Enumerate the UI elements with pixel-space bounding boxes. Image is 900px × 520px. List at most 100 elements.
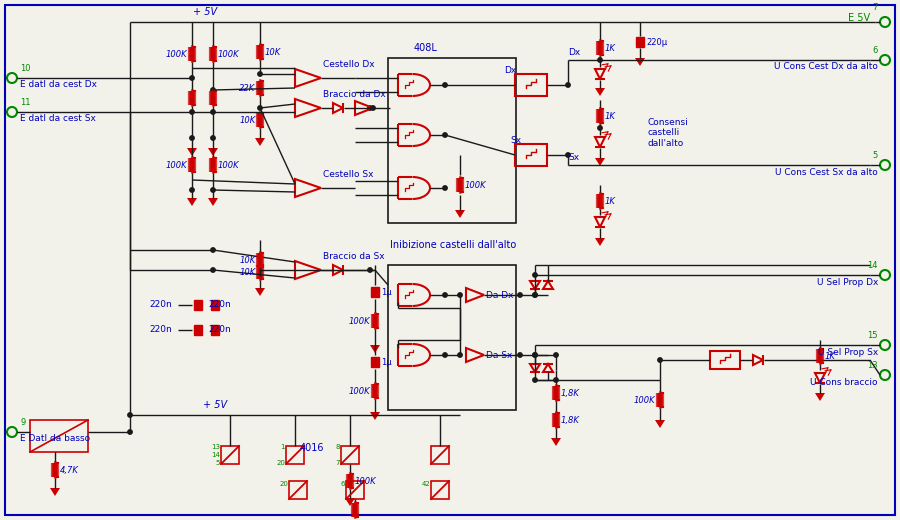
Text: + 5V: + 5V <box>202 400 227 410</box>
Text: 220n: 220n <box>149 300 172 308</box>
Text: Da Dx: Da Dx <box>486 291 514 300</box>
Text: 100K: 100K <box>634 396 655 405</box>
Text: 20: 20 <box>276 460 285 466</box>
Polygon shape <box>551 438 561 446</box>
Text: 1,8K: 1,8K <box>561 388 580 397</box>
Text: 1μ: 1μ <box>381 358 392 367</box>
Text: U Cons Cest Dx da alto: U Cons Cest Dx da alto <box>774 62 878 71</box>
Text: Dx: Dx <box>504 66 516 75</box>
Circle shape <box>518 293 522 297</box>
Circle shape <box>458 353 463 357</box>
Text: 220n: 220n <box>208 324 230 333</box>
Bar <box>388 58 516 223</box>
Circle shape <box>257 72 262 76</box>
Text: Cestello Sx: Cestello Sx <box>323 170 373 179</box>
Text: 4016: 4016 <box>300 443 325 453</box>
Text: 220n: 220n <box>149 324 172 333</box>
Circle shape <box>533 293 537 297</box>
Circle shape <box>128 430 132 434</box>
Text: 7: 7 <box>336 460 340 466</box>
Text: 14: 14 <box>868 261 878 270</box>
Text: 10K: 10K <box>239 255 256 265</box>
Text: 5: 5 <box>873 151 878 160</box>
Polygon shape <box>455 210 465 218</box>
Bar <box>30 420 88 452</box>
Circle shape <box>128 413 132 417</box>
Text: 10K: 10K <box>239 267 256 277</box>
Text: 20: 20 <box>279 481 288 487</box>
Polygon shape <box>595 238 605 246</box>
Circle shape <box>368 268 373 272</box>
Bar <box>710 351 740 369</box>
Text: 100K: 100K <box>355 476 376 486</box>
Text: 8: 8 <box>336 444 340 450</box>
Bar <box>636 37 644 47</box>
Bar <box>371 287 379 297</box>
Circle shape <box>554 378 558 382</box>
Polygon shape <box>655 420 665 428</box>
Text: 100K: 100K <box>349 317 371 326</box>
Circle shape <box>368 106 373 110</box>
Bar <box>431 446 449 464</box>
Text: 10K: 10K <box>239 115 256 124</box>
Text: 10: 10 <box>20 64 31 73</box>
Text: Consensi
castelli
dall'alto: Consensi castelli dall'alto <box>648 118 688 148</box>
Bar <box>194 300 202 310</box>
Polygon shape <box>187 198 197 206</box>
Bar <box>286 446 304 464</box>
Text: Braccio da Sx: Braccio da Sx <box>323 252 384 261</box>
Polygon shape <box>187 148 197 156</box>
Polygon shape <box>208 148 218 156</box>
Circle shape <box>211 268 215 272</box>
Bar <box>211 300 219 310</box>
Circle shape <box>443 353 447 357</box>
Text: U Cons braccio: U Cons braccio <box>811 378 878 387</box>
Circle shape <box>598 58 602 62</box>
Text: 10K: 10K <box>265 47 281 57</box>
Circle shape <box>211 88 215 92</box>
Text: U Sel Prop Dx: U Sel Prop Dx <box>816 278 878 287</box>
Text: 22K: 22K <box>239 84 256 93</box>
Text: E datI da cest Sx: E datI da cest Sx <box>20 114 96 123</box>
Text: 5: 5 <box>216 460 220 466</box>
Text: U Sel Prop Sx: U Sel Prop Sx <box>818 348 878 357</box>
Circle shape <box>190 76 194 80</box>
Polygon shape <box>255 288 265 296</box>
Polygon shape <box>370 345 380 353</box>
Text: 9: 9 <box>20 418 25 427</box>
Text: 100K: 100K <box>464 180 486 189</box>
Text: 7: 7 <box>872 3 878 12</box>
Bar <box>221 446 239 464</box>
Text: 1,8K: 1,8K <box>561 415 580 424</box>
Text: 100K: 100K <box>166 161 187 170</box>
Circle shape <box>443 83 447 87</box>
Circle shape <box>257 106 262 110</box>
Text: 11: 11 <box>20 98 31 107</box>
Text: 6: 6 <box>340 481 345 487</box>
Text: Cestello Dx: Cestello Dx <box>323 60 374 69</box>
Polygon shape <box>208 198 218 206</box>
Circle shape <box>190 110 194 114</box>
Text: Inibizione castelli dall'alto: Inibizione castelli dall'alto <box>390 240 517 250</box>
Bar <box>211 325 219 335</box>
Bar <box>341 446 359 464</box>
Text: 408L: 408L <box>413 43 436 53</box>
Text: 220μ: 220μ <box>646 37 667 46</box>
Bar <box>388 265 516 410</box>
Text: 1μ: 1μ <box>381 288 392 296</box>
Circle shape <box>458 293 463 297</box>
Text: 100K: 100K <box>349 386 371 396</box>
Circle shape <box>518 353 522 357</box>
Polygon shape <box>595 88 605 96</box>
Text: 1K: 1K <box>605 197 616 205</box>
Circle shape <box>554 353 558 357</box>
Circle shape <box>533 353 537 357</box>
Text: Sx: Sx <box>568 153 579 162</box>
Text: Sx: Sx <box>510 136 521 145</box>
Text: 42: 42 <box>421 481 430 487</box>
Text: 6: 6 <box>873 46 878 55</box>
Circle shape <box>533 378 537 382</box>
Text: 1: 1 <box>281 444 285 450</box>
Polygon shape <box>255 138 265 146</box>
Text: 100K: 100K <box>166 49 187 59</box>
